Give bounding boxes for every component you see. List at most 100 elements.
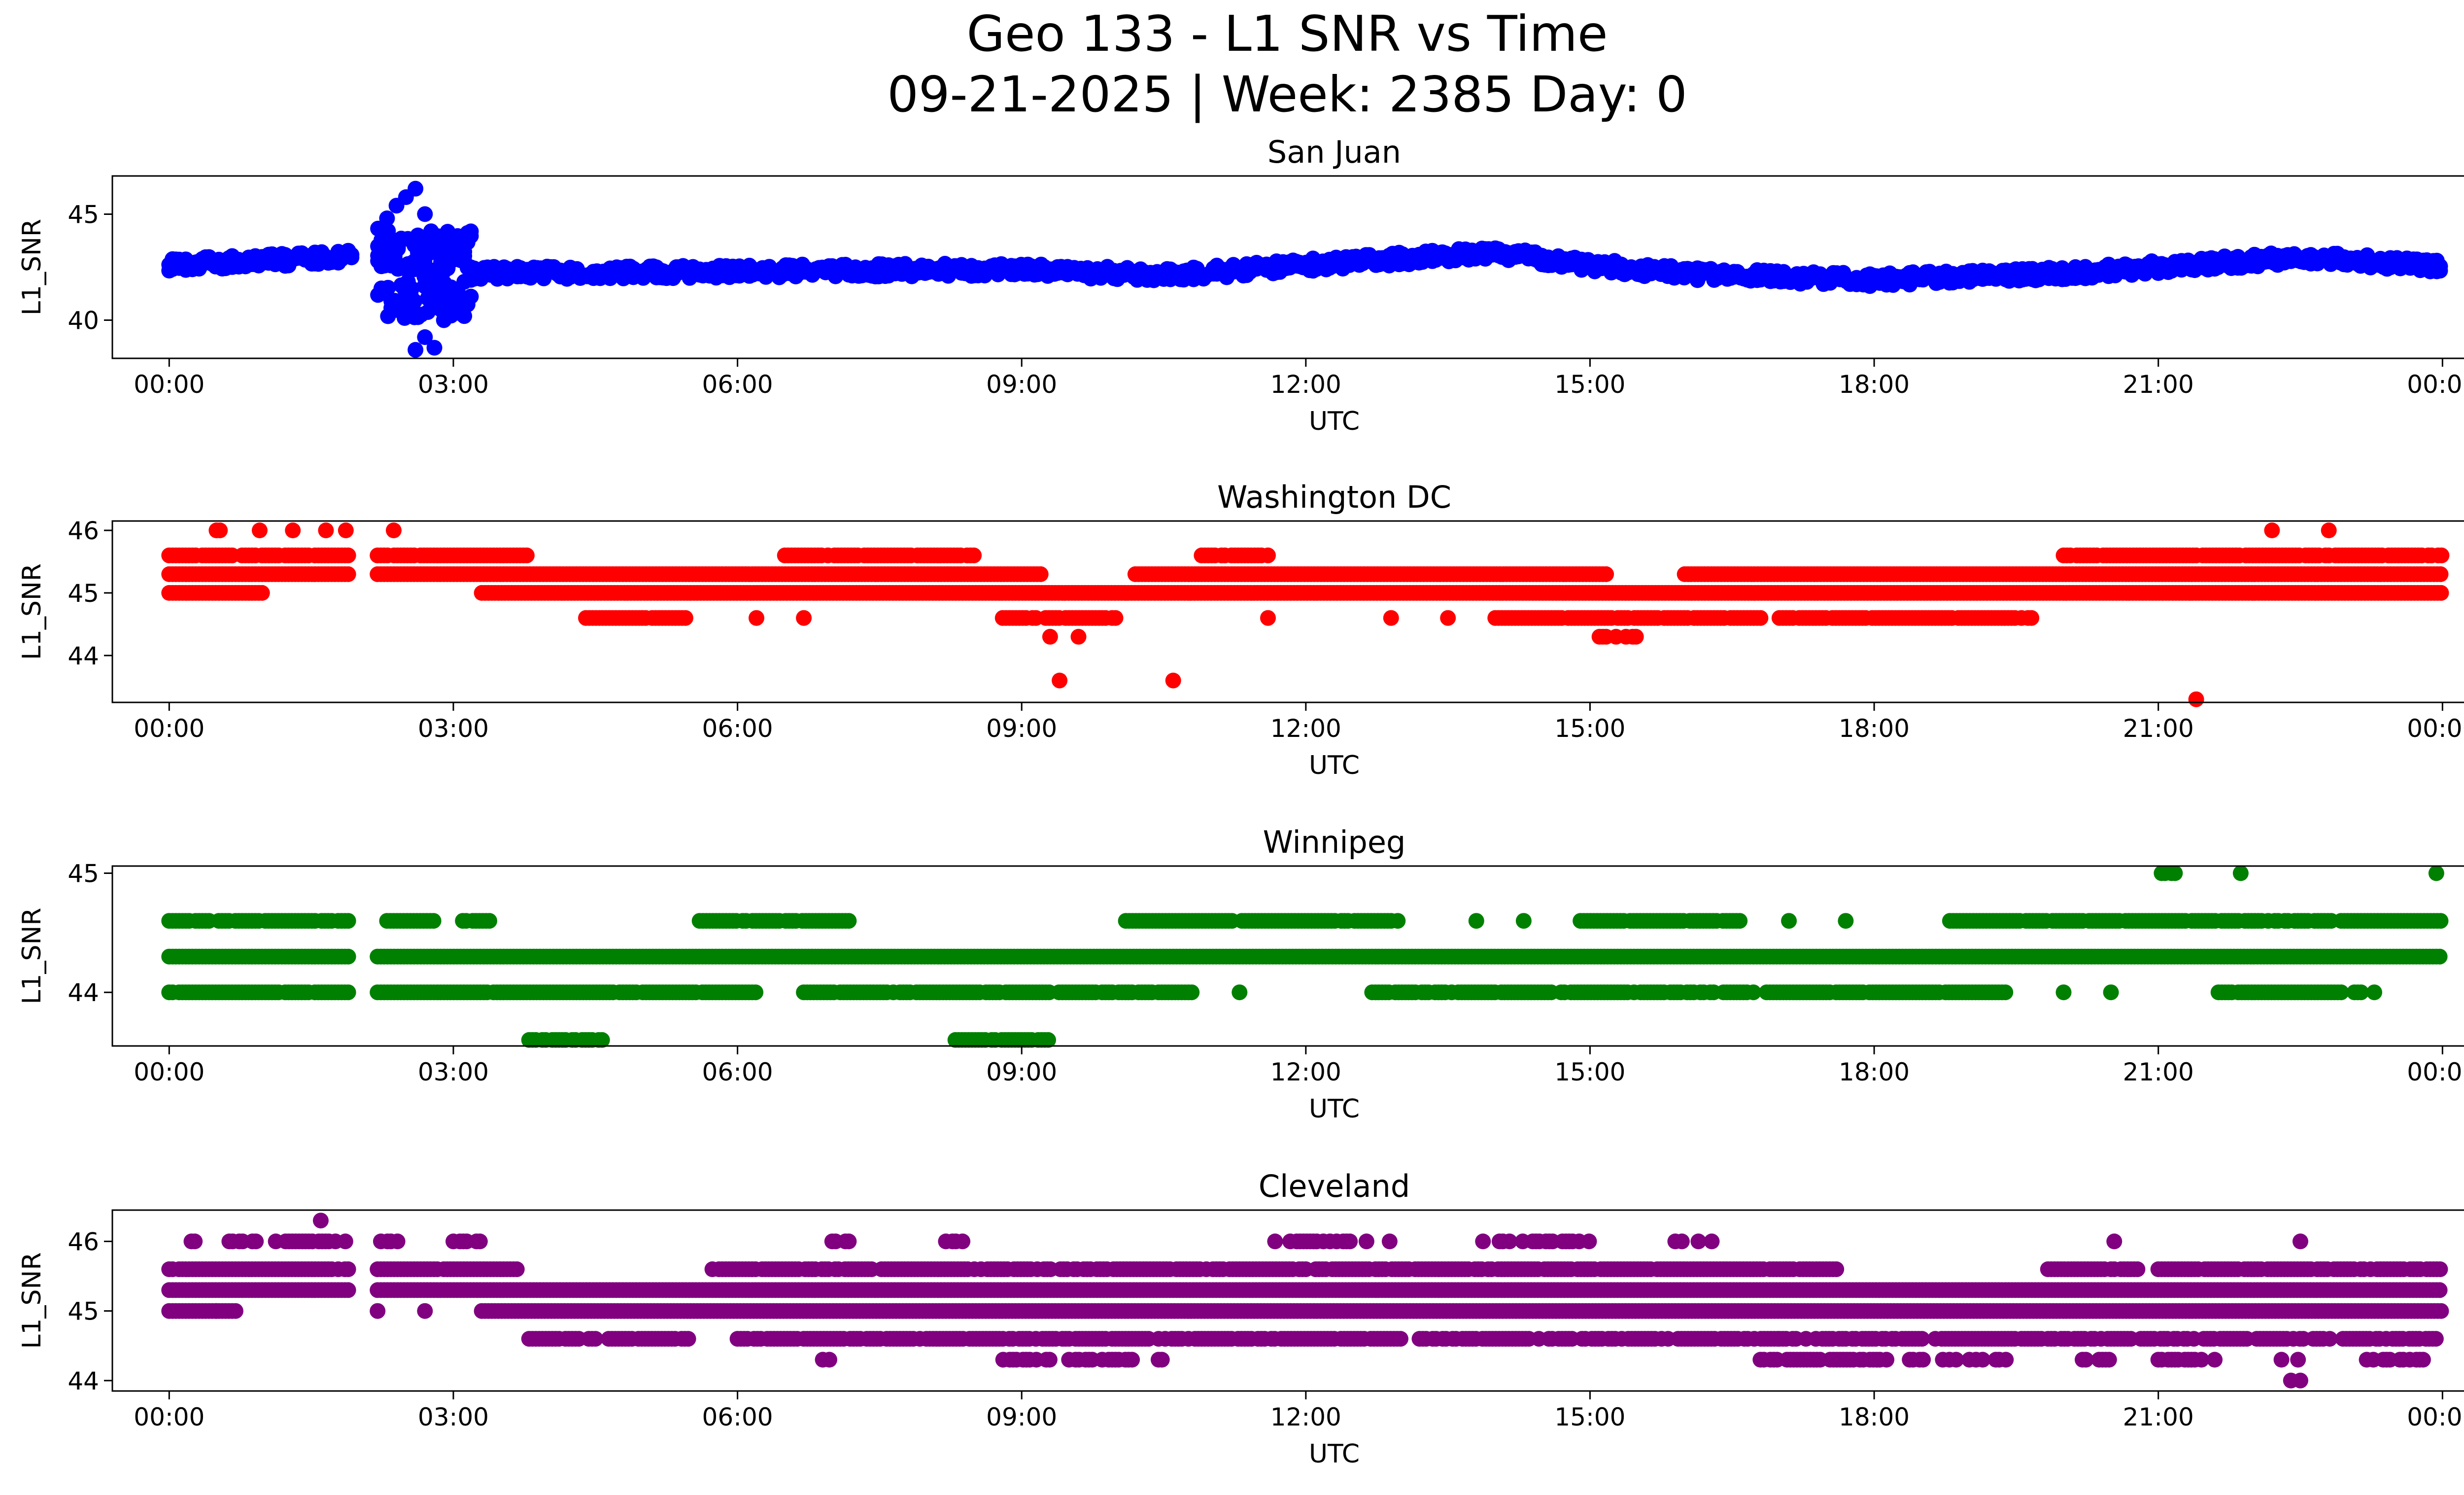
subplot-title: Washington DC	[1217, 479, 1451, 515]
axes-frame	[111, 175, 2464, 359]
data-point	[1165, 672, 1181, 689]
data-point	[2431, 948, 2448, 965]
x-tick-label: 06:00	[702, 370, 773, 399]
x-axis-label: UTC	[1309, 751, 1360, 780]
data-point	[1184, 984, 1200, 1001]
data-point	[251, 522, 268, 538]
data-point	[212, 522, 228, 538]
data-point	[2055, 984, 2072, 1001]
data-point	[841, 913, 857, 929]
x-tick-label: 15:00	[1554, 1058, 1625, 1086]
data-point	[337, 1233, 353, 1250]
x-tick-label: 12:00	[1270, 1058, 1341, 1086]
data-point	[841, 1233, 857, 1250]
data-point	[2432, 258, 2448, 275]
data-point	[340, 984, 356, 1001]
data-point	[518, 547, 535, 563]
data-point	[2232, 865, 2249, 881]
x-tick-label: 00:00	[2407, 714, 2464, 743]
data-point	[2106, 1233, 2122, 1250]
x-tick-label: 06:00	[702, 1058, 773, 1086]
data-point	[340, 547, 356, 563]
data-point	[1674, 1233, 1690, 1250]
y-axis-label: L1_SNR	[17, 219, 47, 315]
x-tick-label: 12:00	[1270, 370, 1341, 399]
x-tick-label: 00:00	[134, 370, 205, 399]
y-tick-label: 45	[68, 200, 99, 229]
data-point	[2433, 585, 2449, 601]
data-point	[285, 522, 301, 538]
data-point	[408, 180, 424, 197]
y-tick-label: 45	[68, 860, 99, 888]
data-point	[1468, 913, 1484, 929]
data-point	[955, 1233, 971, 1250]
data-point	[1475, 1233, 1491, 1250]
x-tick-label: 12:00	[1270, 714, 1341, 743]
x-tick-label: 00:00	[134, 1058, 205, 1086]
data-point	[1383, 610, 1399, 626]
data-point	[1260, 547, 1276, 563]
x-tick-label: 18:00	[1839, 714, 1910, 743]
data-point	[463, 228, 479, 244]
data-point	[187, 1233, 203, 1250]
subplot-title: Winnipeg	[1263, 824, 1406, 860]
data-point	[340, 913, 356, 929]
data-point	[2366, 984, 2382, 1001]
subplots: 00:00 03:00 06:00 09:00 12:00 15:00 18:00 21:00…	[17, 134, 2464, 1469]
data-point	[2433, 547, 2450, 563]
data-point	[338, 522, 354, 538]
data-point	[1052, 672, 1068, 689]
y-tick-label: 46	[68, 517, 99, 545]
data-point	[2321, 522, 2337, 538]
scatter-series-1	[161, 522, 2450, 707]
data-point	[1032, 566, 1049, 582]
data-point	[1381, 1233, 1398, 1250]
x-tick-label: 00:00	[2407, 370, 2464, 399]
data-point	[2428, 865, 2444, 881]
data-point	[340, 566, 356, 582]
data-point	[2167, 865, 2183, 881]
data-point	[1598, 566, 1614, 582]
data-point	[1342, 1233, 1358, 1250]
data-point	[472, 1233, 488, 1250]
data-point	[343, 246, 360, 263]
x-tick-label: 03:00	[418, 1058, 489, 1086]
x-tick-label: 21:00	[2123, 370, 2194, 399]
subplot-0: 00:00 03:00 06:00 09:00 12:00 15:00 18:00 21:00…	[17, 134, 2464, 436]
data-point	[1070, 628, 1087, 645]
data-point	[1232, 984, 1248, 1001]
scatter-series-0	[161, 180, 2448, 358]
figure-title-line2: 09-21-2025 | Week: 2385 Day: 0	[887, 66, 1687, 123]
data-point	[248, 1233, 264, 1250]
data-point	[1267, 1233, 1283, 1250]
data-point	[1390, 913, 1406, 929]
data-point	[436, 312, 452, 328]
data-point	[1838, 913, 1854, 929]
data-point	[254, 585, 270, 601]
data-point	[1107, 610, 1124, 626]
data-point	[379, 210, 395, 226]
data-point	[340, 948, 356, 965]
data-point	[1260, 610, 1276, 626]
data-point	[380, 279, 396, 296]
data-point	[1440, 610, 1456, 626]
data-point	[463, 288, 479, 305]
data-point	[1997, 984, 2014, 1001]
x-tick-label: 03:00	[418, 370, 489, 399]
x-axis-label: UTC	[1309, 1094, 1360, 1124]
x-axis-label: UTC	[1309, 407, 1360, 436]
data-point	[398, 302, 414, 317]
data-point	[677, 610, 693, 626]
x-tick-label: 09:00	[986, 370, 1057, 399]
subplot-title: San Juan	[1267, 134, 1401, 170]
y-tick-label: 40	[68, 307, 99, 335]
y-axis-label: L1_SNR	[17, 907, 47, 1004]
x-tick-label: 00:00	[134, 714, 205, 743]
data-point	[425, 913, 442, 929]
data-point	[1042, 628, 1058, 645]
x-tick-label: 00:00	[2407, 1058, 2464, 1086]
data-point	[389, 1233, 406, 1250]
data-point	[796, 610, 812, 626]
data-point	[385, 522, 402, 538]
